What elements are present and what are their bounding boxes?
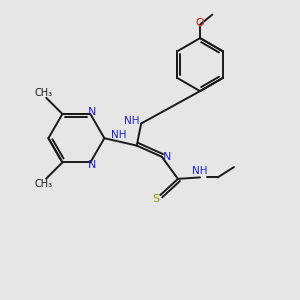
- Text: NH: NH: [124, 116, 140, 126]
- Text: N: N: [88, 160, 96, 170]
- Text: N: N: [163, 152, 171, 162]
- Text: NH: NH: [111, 130, 127, 140]
- Text: O: O: [196, 17, 204, 28]
- Text: N: N: [88, 106, 96, 117]
- Text: NH: NH: [192, 166, 208, 176]
- Text: S: S: [152, 194, 160, 204]
- Text: CH₃: CH₃: [35, 88, 53, 98]
- Text: CH₃: CH₃: [35, 179, 53, 189]
